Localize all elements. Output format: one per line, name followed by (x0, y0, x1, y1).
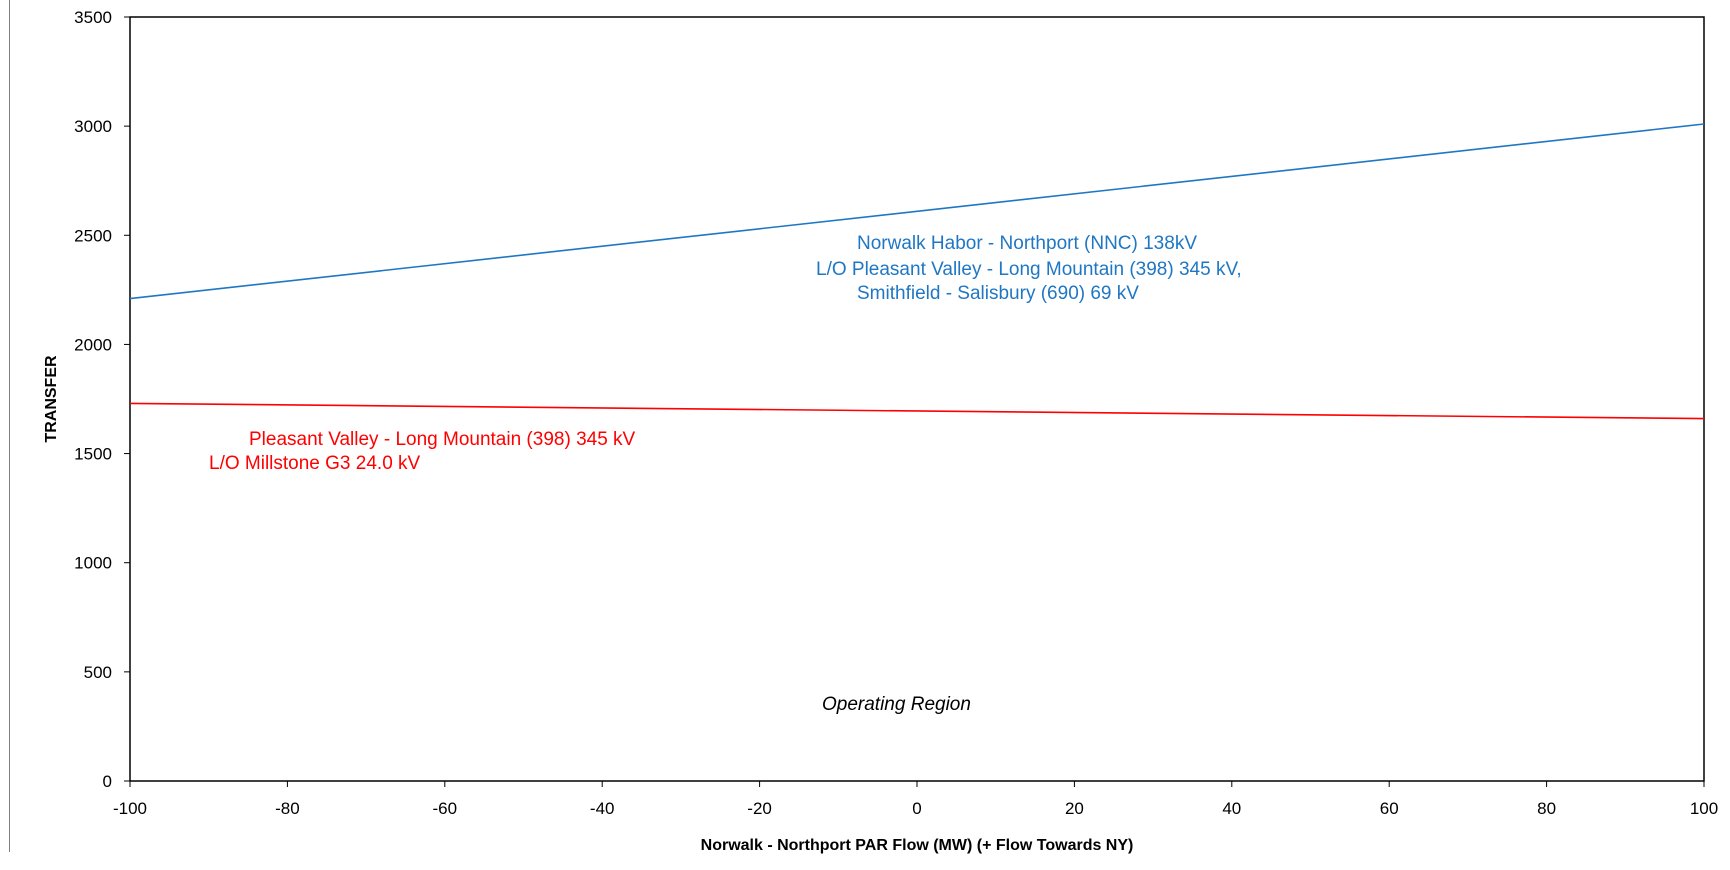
x-tick-label: -100 (113, 799, 147, 818)
x-tick-label: 40 (1222, 799, 1241, 818)
series-line-blue (129, 123, 1705, 300)
annotation-blue-line-1: Norwalk Habor - Northport (NNC) 138kV (857, 233, 1197, 254)
series-layer (129, 123, 1705, 420)
x-tick-label: 60 (1380, 799, 1399, 818)
y-tick-label: 3500 (74, 8, 112, 27)
annotation-operating-region-line-1: Operating Region (822, 694, 971, 715)
y-tick-label: 2000 (74, 335, 112, 354)
y-axis-title: TRANSFER (43, 355, 60, 443)
y-tick-label: 1500 (74, 445, 112, 464)
x-axis-ticks: -100 -80 -60 -40 -20 0 20 40 60 80 100 (113, 781, 1718, 818)
annotation-layer: Norwalk Habor - Northport (NNC) 138kV L/O… (209, 233, 1242, 715)
annotation-blue-line-3: Smithfield - Salisbury (690) 69 kV (857, 283, 1139, 304)
y-axis-ticks: 0 500 1000 1500 2000 2500 3000 3500 (74, 8, 130, 791)
x-tick-label: -20 (747, 799, 772, 818)
x-tick-label: 80 (1537, 799, 1556, 818)
x-tick-label: -80 (275, 799, 300, 818)
x-tick-label: -40 (590, 799, 615, 818)
series-line-red (129, 402, 1705, 420)
x-tick-label: -60 (433, 799, 458, 818)
y-tick-label: 3000 (74, 117, 112, 136)
annotation-red-line-2: L/O Millstone G3 24.0 kV (209, 453, 421, 474)
annotation-red-line-1: Pleasant Valley - Long Mountain (398) 34… (249, 429, 636, 450)
x-axis-title: Norwalk - Northport PAR Flow (MW) (+ Flo… (701, 837, 1134, 854)
y-tick-label: 0 (103, 772, 112, 791)
annotation-blue-line-2: L/O Pleasant Valley - Long Mountain (398… (816, 259, 1242, 280)
y-tick-label: 1000 (74, 554, 112, 573)
x-tick-label: 20 (1065, 799, 1084, 818)
x-tick-label: 100 (1690, 799, 1718, 818)
y-tick-label: 2500 (74, 226, 112, 245)
x-tick-label: 0 (912, 799, 921, 818)
y-tick-label: 500 (84, 663, 112, 682)
